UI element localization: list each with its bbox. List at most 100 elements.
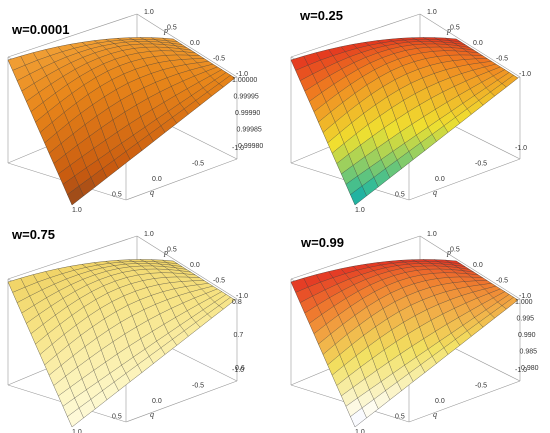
z-tick-label: 0.6 — [235, 365, 245, 372]
mesh-line — [105, 39, 166, 133]
mesh-line — [327, 283, 492, 366]
p-tick-label: 0.5 — [167, 247, 177, 254]
box-edge — [290, 13, 421, 58]
z-tick-label: 0.995 — [517, 316, 535, 323]
p-tick-label: 1.0 — [144, 9, 154, 16]
p-axis-ticks: 1.0 0.5 0.0 -0.5 -1.0 — [144, 9, 248, 78]
mesh-line — [139, 37, 201, 106]
mesh-line — [128, 259, 189, 337]
q-tick-label: 0.0 — [435, 398, 445, 405]
mesh-line — [422, 37, 484, 106]
mesh-line — [139, 259, 201, 328]
z-tick-label: 1.00000 — [232, 77, 257, 84]
p-tick-label: 0.5 — [450, 247, 460, 254]
mesh-line — [354, 299, 519, 428]
p-tick-label: -1.0 — [236, 71, 248, 78]
q-tick-label: -1.0 — [515, 145, 527, 152]
z-axis-ticks: 1.000 0.995 0.990 0.985 0.980 — [515, 299, 539, 372]
p-tick-label: 1.0 — [427, 9, 437, 16]
q-tick-label: -0.5 — [192, 161, 204, 168]
q-tick-label: 0.5 — [395, 192, 405, 199]
mesh-line — [105, 261, 166, 355]
q-tick-label: -0.5 — [192, 383, 204, 390]
p-tick-label: 0.5 — [450, 25, 460, 32]
mesh-line — [53, 288, 218, 386]
p-tick-label: -0.5 — [213, 56, 225, 63]
q-axis-label: q — [150, 188, 154, 197]
p-tick-label: 1.0 — [144, 231, 154, 238]
mesh-line — [331, 285, 496, 376]
box-edge — [7, 235, 138, 280]
z-tick-label: 0.980 — [521, 365, 539, 372]
mesh — [290, 37, 519, 206]
mesh-line — [162, 37, 224, 88]
mesh-line — [58, 291, 222, 397]
mesh-line — [151, 259, 212, 319]
p-tick-label: -0.5 — [213, 278, 225, 285]
box-edge — [419, 13, 521, 78]
box-edge — [125, 158, 238, 201]
mesh-line — [48, 285, 213, 376]
p-tick-label: 1.0 — [427, 231, 437, 238]
mesh-line — [445, 37, 507, 88]
p-tick-label: -0.5 — [496, 56, 508, 63]
p-axis-label: p — [163, 248, 168, 257]
p-axis-label: p — [163, 26, 168, 35]
mesh-line — [44, 283, 209, 366]
mesh — [7, 259, 236, 428]
mesh-line — [331, 63, 496, 154]
q-axis-ticks: 1.0 0.5 0.0 -0.5 -1.0 — [355, 367, 527, 433]
z-tick-label: 0.99985 — [237, 127, 262, 134]
q-tick-label: -1.0 — [232, 145, 244, 152]
z-axis-ticks: 0.8 0.7 0.6 — [232, 299, 245, 372]
z-tick-label: 0.99995 — [234, 94, 259, 101]
z-axis-ticks: 1.00000 0.99995 0.99990 0.99985 0.99980 — [232, 77, 263, 150]
p-axis-ticks: 1.0 0.5 0.0 -0.5 -1.0 — [427, 9, 531, 78]
mesh-line — [53, 66, 218, 164]
panel-title: w=0.0001 — [11, 22, 69, 37]
mesh-line — [445, 259, 507, 310]
p-axis-label: p — [446, 248, 451, 257]
mesh-line — [354, 77, 519, 206]
mesh-line — [162, 259, 224, 310]
panel-title: w=0.25 — [299, 8, 343, 23]
box-edge — [419, 235, 521, 300]
surface — [290, 37, 519, 206]
q-axis-ticks: 1.0 0.5 0.0 -0.5 -1.0 — [72, 367, 244, 433]
mesh-line — [128, 37, 189, 115]
q-axis-label: q — [433, 188, 437, 197]
mesh-line — [173, 260, 236, 301]
mesh-line — [71, 77, 236, 206]
mesh-line — [345, 72, 510, 185]
mesh-line — [434, 37, 495, 97]
mesh-line — [456, 260, 519, 301]
mesh-line — [290, 37, 457, 61]
mesh-line — [322, 58, 488, 133]
mesh-line — [345, 294, 510, 407]
p-axis-ticks: 1.0 0.5 0.0 -0.5 -1.0 — [427, 231, 531, 300]
box-edge — [136, 235, 238, 300]
q-tick-label: 1.0 — [72, 207, 82, 214]
mesh-line — [411, 37, 472, 115]
mesh-line — [422, 259, 484, 328]
q-axis-label: q — [433, 410, 437, 419]
z-tick-label: 0.8 — [232, 299, 242, 306]
z-tick-label: 0.99990 — [235, 110, 260, 117]
mesh-line — [58, 69, 222, 175]
q-tick-label: -1.0 — [515, 367, 527, 374]
panel-3: 1.00.50.0-0.5-1.0p1.00.50.0-0.5-1.0q0.80… — [7, 227, 248, 433]
box-edge — [7, 13, 138, 58]
mesh-line — [39, 58, 205, 133]
box-edge — [290, 235, 421, 280]
mesh-line — [62, 72, 227, 185]
box-edge — [136, 13, 238, 78]
mesh-line — [44, 61, 209, 144]
mesh-line — [39, 280, 205, 355]
mesh — [7, 37, 236, 206]
mesh-line — [336, 288, 501, 386]
z-tick-label: 0.99980 — [238, 143, 263, 150]
p-tick-label: 0.0 — [190, 262, 200, 269]
q-tick-label: -1.0 — [232, 367, 244, 374]
mesh-line — [67, 297, 231, 417]
